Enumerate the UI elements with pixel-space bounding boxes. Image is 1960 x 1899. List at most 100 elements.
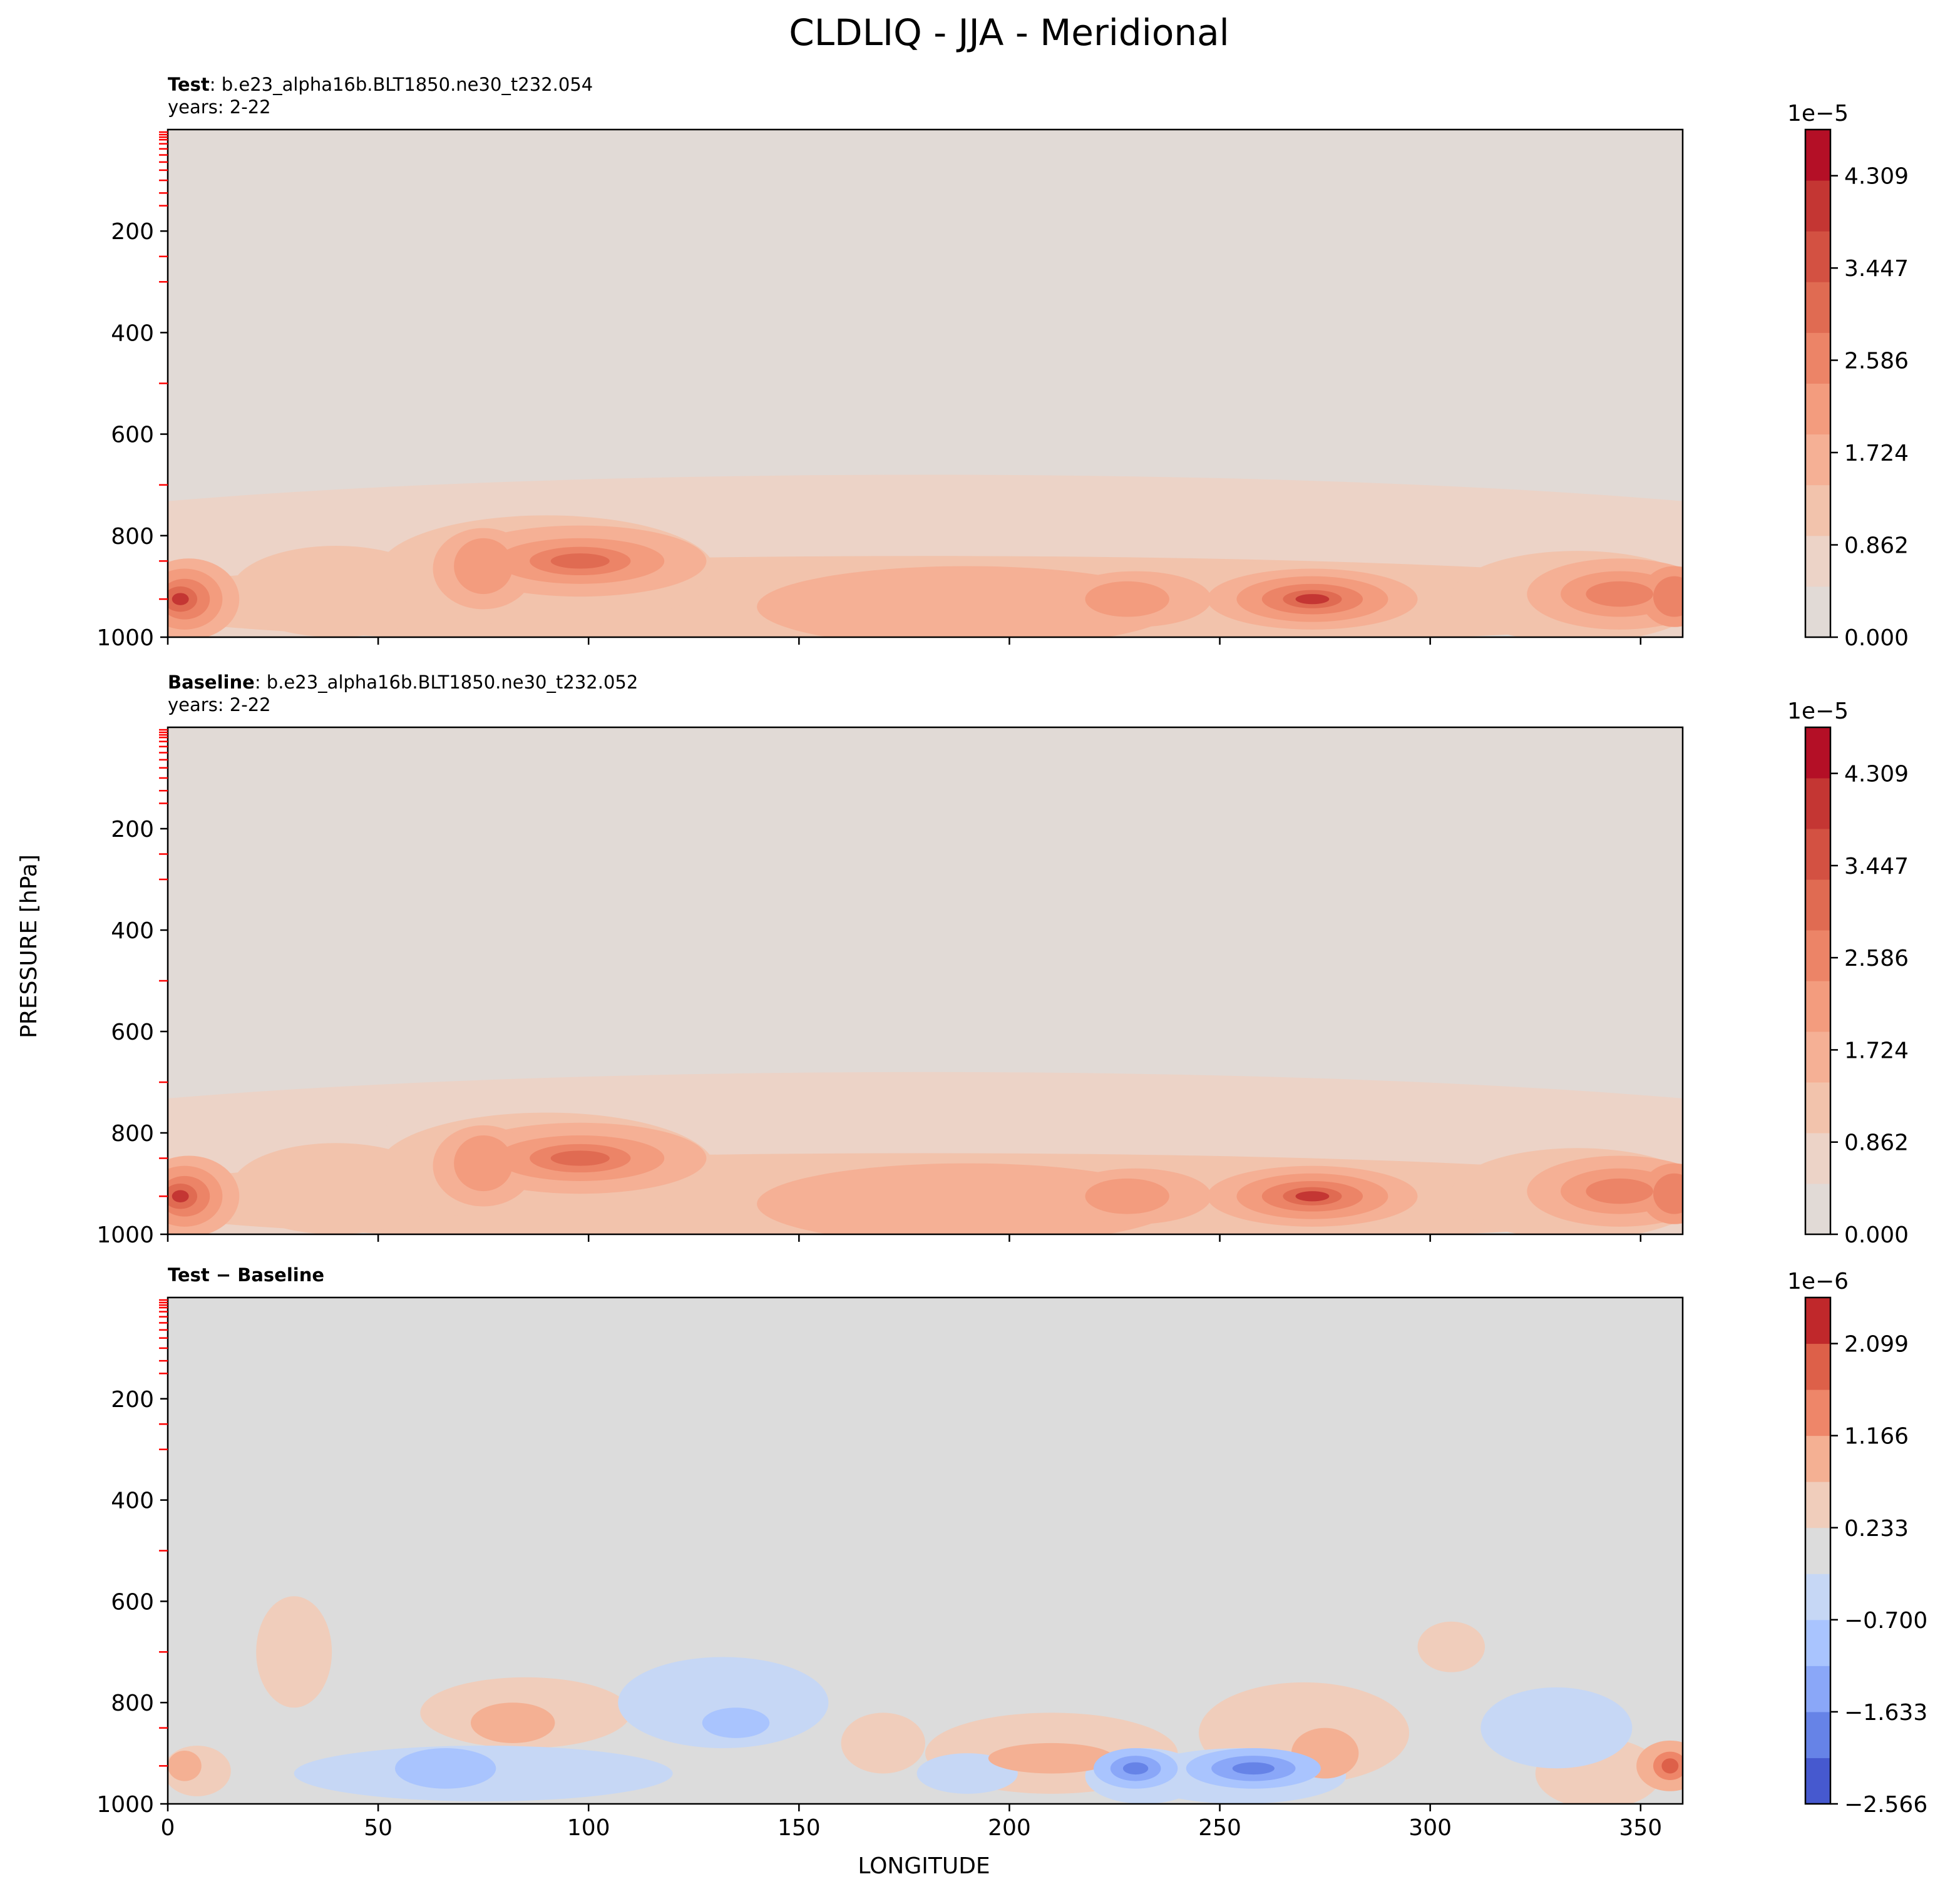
panel-subtitle: years: 2-22	[168, 694, 271, 715]
panel-subtitle: years: 2-22	[168, 96, 271, 118]
colorbar-segment	[1805, 879, 1830, 931]
colorbar-segment	[1805, 434, 1830, 486]
y-tick-label: 800	[111, 1121, 154, 1147]
panel-test: 200 400 600 800 1000 Test: b.e23_alpha16b.BLT…	[96, 74, 1909, 651]
colorbar-segment	[1805, 1133, 1830, 1184]
panel-title: Baseline: b.e23_alpha16b.BLT1850.ne30_t2…	[168, 672, 638, 693]
colorbar-segment	[1805, 727, 1830, 779]
contour-field	[168, 727, 1683, 1234]
y-tick-label: 600	[111, 1589, 154, 1615]
colorbar-segment	[1805, 1574, 1830, 1620]
panel-title-bold: Test	[168, 74, 210, 95]
contour-region	[550, 553, 610, 569]
y-tick-label: 400	[111, 320, 154, 346]
contour-region	[702, 1707, 770, 1738]
x-tick-label: 50	[364, 1815, 393, 1841]
y-tick-label: 1000	[96, 625, 154, 651]
colorbar-segment	[1805, 1527, 1830, 1574]
shared-ylabel: PRESSURE [hPa]	[16, 854, 42, 1038]
contour-region	[1586, 581, 1653, 607]
contour-region	[256, 1596, 332, 1708]
colorbar-tick-label: −1.633	[1844, 1700, 1927, 1726]
colorbar-segment	[1805, 332, 1830, 384]
colorbar-segment	[1805, 1758, 1830, 1804]
panels: 200 400 600 800 1000 Test: b.e23_alpha16b.BLT…	[96, 74, 1927, 1841]
colorbar-segment	[1805, 1298, 1830, 1344]
colorbar: 4.309 3.447 2.586 1.724 0.862 0.000 1e−5	[1787, 699, 1909, 1248]
panel-title: Test − Baseline	[168, 1264, 324, 1286]
panel-title: Test: b.e23_alpha16b.BLT1850.ne30_t232.0…	[168, 74, 593, 95]
colorbar-segment	[1805, 1482, 1830, 1528]
colorbar-tick-label: 1.724	[1844, 1038, 1909, 1063]
contour-region	[454, 1135, 513, 1192]
colorbar-segment	[1805, 778, 1830, 829]
x-tick-label: 150	[777, 1815, 821, 1841]
colorbar: 2.099 1.166 0.233 −0.700 −1.633 −2.566 1e−6	[1787, 1269, 1927, 1818]
colorbar-tick-label: 1.166	[1844, 1424, 1909, 1450]
contour-region	[1661, 1758, 1679, 1774]
contour-region	[168, 1751, 202, 1781]
colorbar-segment	[1805, 231, 1830, 282]
panel-title-bold: Baseline	[168, 672, 255, 693]
field-background	[168, 1298, 1683, 1804]
colorbar-segment	[1805, 383, 1830, 435]
contour-region	[1122, 1762, 1149, 1775]
colorbar-tick-label: −0.700	[1844, 1608, 1927, 1634]
colorbar-tick-label: 1.724	[1844, 441, 1909, 466]
y-tick-label: 800	[111, 524, 154, 550]
colorbar-tick-label: 4.309	[1844, 164, 1909, 190]
y-tick-label: 1000	[96, 1222, 154, 1248]
colorbar-segment	[1805, 981, 1830, 1032]
colorbar-segment	[1805, 180, 1830, 232]
colorbar-segment	[1805, 1435, 1830, 1482]
colorbar-tick-label: 2.099	[1844, 1332, 1909, 1358]
contour-region	[618, 1657, 829, 1749]
panel-baseline: 200 400 600 800 1000 Baseline: b.e23_alpha16b…	[96, 672, 1909, 1248]
y-tick-label: 600	[111, 1020, 154, 1045]
contour-region	[1232, 1762, 1275, 1775]
colorbar-frame	[1804, 1296, 1832, 1805]
colorbar-tick-label: −2.566	[1844, 1792, 1927, 1818]
contour-region	[841, 1712, 926, 1774]
colorbar-segment	[1805, 586, 1830, 638]
colorbar-scale-label: 1e−5	[1787, 101, 1849, 126]
colorbar-segment	[1805, 1343, 1830, 1390]
colorbar-tick-label: 3.447	[1844, 256, 1909, 282]
contour-region	[1085, 1178, 1169, 1214]
colorbar-segment	[1805, 282, 1830, 333]
x-tick-label: 100	[567, 1815, 610, 1841]
contour-field	[168, 130, 1683, 637]
contour-region	[1653, 1173, 1683, 1214]
shared-xlabel: LONGITUDE	[858, 1853, 990, 1879]
y-tick-label: 400	[111, 918, 154, 944]
y-tick-label: 200	[111, 817, 154, 842]
x-tick-label: 200	[988, 1815, 1031, 1841]
colorbar-segment	[1805, 829, 1830, 880]
contour-region	[454, 538, 513, 595]
y-tick-label: 1000	[96, 1792, 154, 1818]
colorbar-frame	[1804, 726, 1832, 1236]
panel-title-rest: : b.e23_alpha16b.BLT1850.ne30_t232.054	[210, 74, 593, 95]
colorbar-tick-label: 4.309	[1844, 762, 1909, 787]
colorbar-tick-label: 0.862	[1844, 1130, 1909, 1156]
colorbar-segment	[1805, 130, 1830, 181]
colorbar-segment	[1805, 1031, 1830, 1083]
contour-region	[1586, 1178, 1653, 1204]
contour-region	[988, 1743, 1115, 1774]
colorbar-tick-label: 0.862	[1844, 533, 1909, 559]
colorbar-segment	[1805, 1711, 1830, 1758]
contour-region	[1653, 576, 1683, 617]
contour-field	[168, 1298, 1683, 1804]
contour-region	[471, 1702, 555, 1743]
colorbar-segment	[1805, 1184, 1830, 1235]
contour-region	[1480, 1687, 1633, 1769]
colorbar-segment	[1805, 535, 1830, 587]
contour-region	[395, 1748, 496, 1789]
y-tick-label: 600	[111, 422, 154, 448]
y-tick-label: 400	[111, 1488, 154, 1514]
colorbar-segment	[1805, 930, 1830, 981]
colorbar-scale-label: 1e−6	[1787, 1269, 1849, 1294]
colorbar-segment	[1805, 484, 1830, 536]
contour-region	[1417, 1621, 1485, 1672]
panel-title-bold: Test − Baseline	[168, 1264, 324, 1286]
